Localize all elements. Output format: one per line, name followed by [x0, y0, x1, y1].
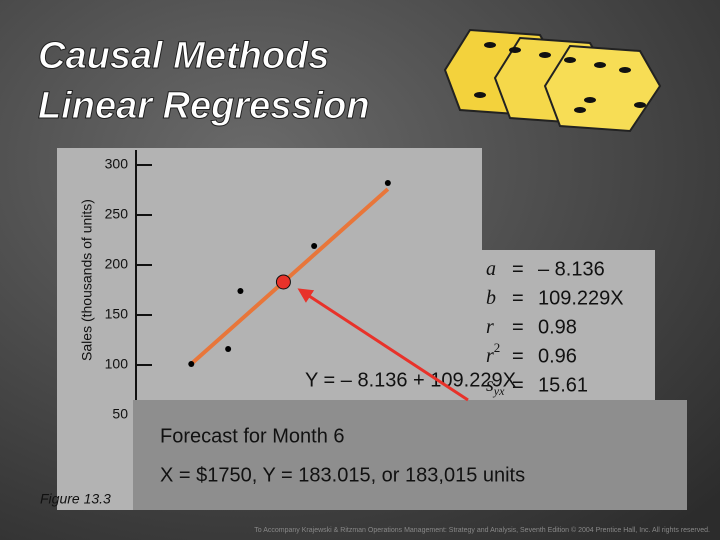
footer: To Accompany Krajewski & Ritzman Operati…: [254, 526, 710, 534]
y-tick-label: 300: [105, 156, 129, 172]
symbol: a: [486, 258, 496, 280]
data-point: [311, 243, 318, 249]
y-tick-label: 250: [105, 206, 129, 222]
forecast-box: [133, 400, 687, 510]
data-point: [225, 346, 232, 352]
title: Causal Methods Linear Regression: [38, 35, 371, 128]
data-point: [188, 361, 195, 367]
stat-symbol: syx: [486, 374, 505, 398]
symbol: r: [486, 316, 494, 338]
y-tick-label: 200: [105, 256, 129, 272]
stats: a = – 8.136 b = 109.229X r = 0.98 r2 = 0.96 syx = 15.6…: [486, 258, 624, 398]
equation: Y = – 8.136 + 109.229X: [305, 369, 516, 391]
symbol: s: [486, 374, 494, 396]
stat-equals: =: [512, 316, 524, 338]
forecast-text: X = $1750, Y = 183.015, or 183,015 units: [160, 464, 525, 486]
stat-equals: =: [512, 374, 524, 396]
stat-value: 109.229X: [538, 287, 624, 309]
stat-equals: =: [512, 345, 524, 367]
y-tick-label: 100: [105, 356, 129, 372]
symbol: b: [486, 287, 496, 309]
data-point: [384, 180, 391, 186]
stat-symbol: r: [486, 316, 494, 338]
stat-symbol: r2: [486, 340, 500, 367]
stat-value: 0.98: [538, 316, 577, 338]
data-point: [237, 288, 244, 294]
regression-line: [189, 187, 390, 366]
stat-symbol: b: [486, 287, 496, 309]
superscript: 2: [494, 340, 501, 355]
stat-value: 0.96: [538, 345, 577, 367]
dice-icon: [443, 28, 662, 133]
y-tick-label: 50: [112, 406, 128, 422]
forecast-heading: Forecast for Month 6: [160, 425, 345, 447]
figure-label: Figure 13.3: [40, 491, 111, 507]
y-axis-label: Sales (thousands of units): [79, 199, 95, 361]
stat-value: 15.61: [538, 374, 588, 396]
symbol: r: [486, 345, 494, 367]
title-line: Linear Regression: [38, 85, 370, 127]
subscript: yx: [493, 384, 505, 398]
stats-panel: [482, 250, 655, 400]
stat-symbol: a: [486, 258, 496, 280]
forecast-arrow: [297, 288, 469, 402]
forecast-point: [275, 274, 291, 290]
stat-equals: =: [512, 287, 524, 309]
title-line: Causal Methods: [38, 35, 329, 77]
stat-value: – 8.136: [538, 258, 605, 280]
y-tick-label: 150: [105, 306, 129, 322]
stat-equals: =: [512, 258, 524, 280]
